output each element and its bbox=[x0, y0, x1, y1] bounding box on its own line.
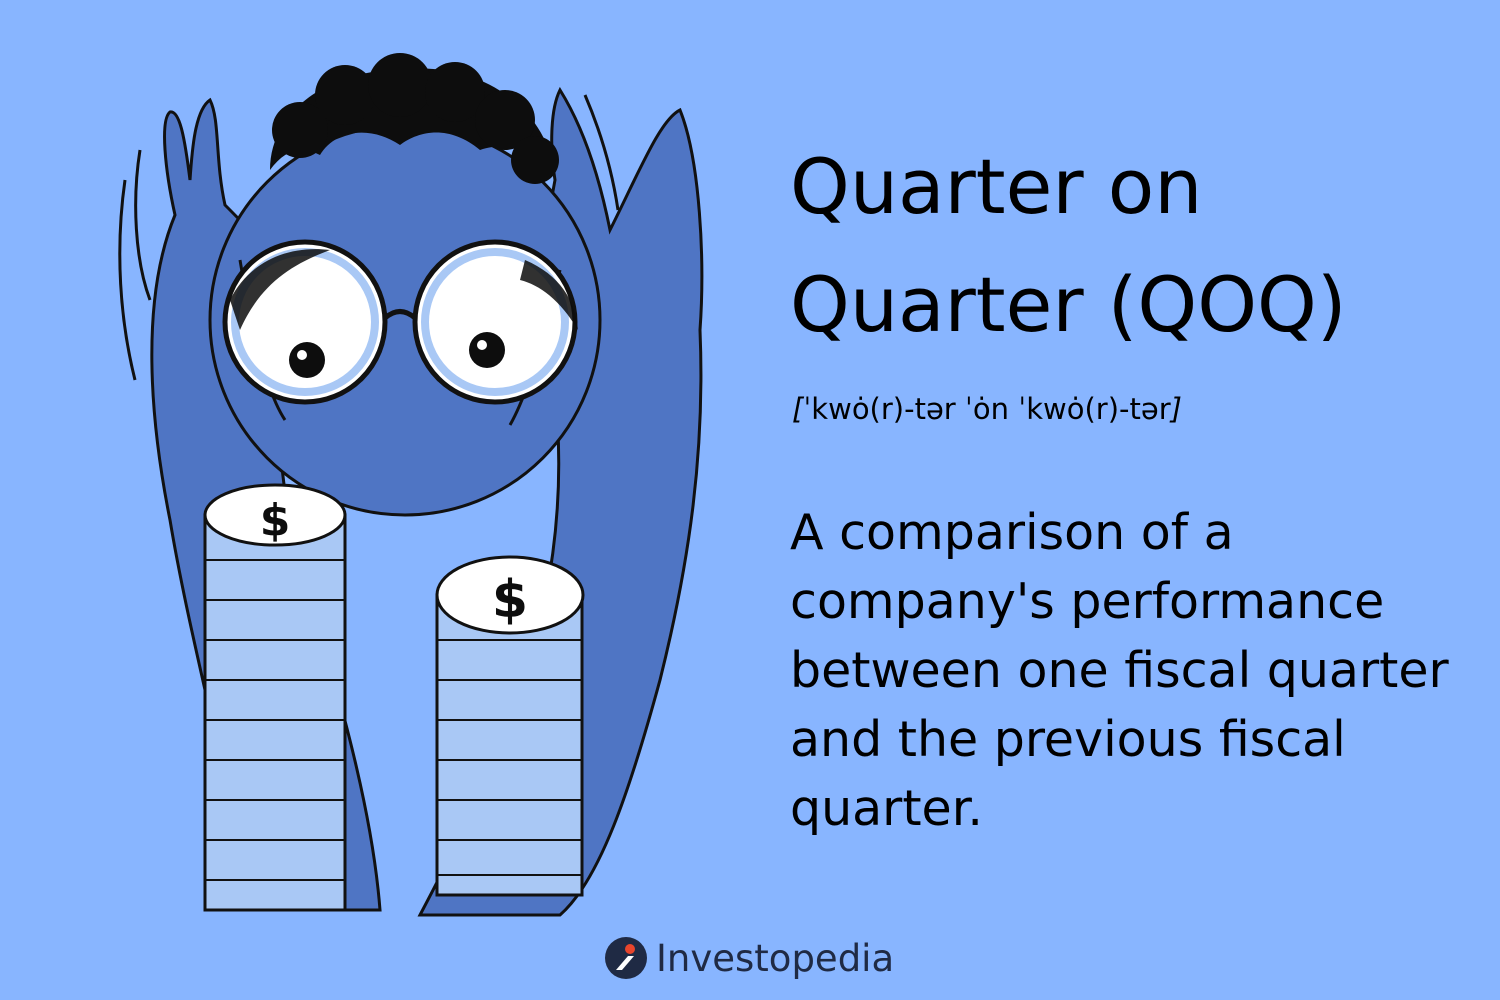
right-glass bbox=[412, 239, 578, 405]
definition-line-4: and the previous fiscal bbox=[790, 711, 1346, 768]
left-coin-stack: $ bbox=[203, 483, 347, 912]
definition-line-1: A comparison of a bbox=[790, 504, 1234, 561]
pronunciation-open-bracket: [ bbox=[792, 392, 804, 426]
definition-line-2: company's performance bbox=[790, 573, 1385, 630]
term-title-line-2: Quarter (QOQ) bbox=[790, 260, 1347, 349]
brand-name: Investopedia bbox=[656, 936, 895, 980]
left-pupil bbox=[289, 342, 325, 378]
person-with-coin-stacks-illustration: $ $ bbox=[118, 53, 704, 917]
brand-logo: Investopedia bbox=[604, 933, 894, 983]
term-title-line-1: Quarter on bbox=[790, 142, 1203, 231]
definition-line-3: between one fiscal quarter bbox=[790, 642, 1449, 699]
right-coin-dollar-sign: $ bbox=[492, 570, 528, 630]
definition-text: A comparison of a company's performance … bbox=[790, 498, 1480, 843]
definition-line-5: quarter. bbox=[790, 780, 983, 837]
left-glass bbox=[222, 239, 388, 405]
pronunciation-text: ˈkwȯ(r)-tər ˈȯn ˈkwȯ(r)-tər bbox=[803, 392, 1171, 426]
pronunciation-close-bracket: ] bbox=[1170, 392, 1182, 426]
investopedia-logo-icon bbox=[605, 937, 647, 979]
right-pupil bbox=[469, 332, 505, 368]
left-coin-dollar-sign: $ bbox=[260, 495, 291, 546]
term-title: Quarter on Quarter (QOQ) bbox=[790, 128, 1470, 364]
right-coin-stack: $ bbox=[435, 555, 585, 897]
pronunciation: [ˈkwȯ(r)-tər ˈȯn ˈkwȯ(r)-tər] bbox=[792, 392, 1182, 426]
